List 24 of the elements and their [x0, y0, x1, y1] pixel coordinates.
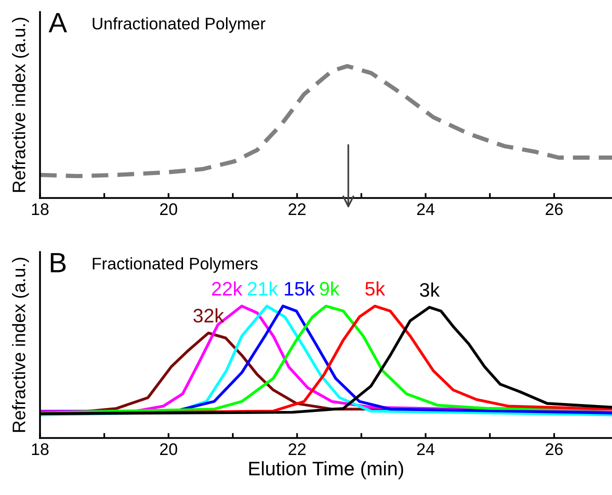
chart-title: Fractionated Polymers: [92, 257, 258, 273]
x-axis-title: Elution Time (min): [249, 461, 404, 480]
x-tick-label: 20: [160, 443, 178, 456]
series-label: 21k: [248, 281, 278, 296]
x-tick-label: 26: [546, 203, 563, 216]
y-axis-title: Refractive index (a.u.): [12, 18, 29, 192]
x-tick-label: 20: [160, 203, 178, 216]
series-label: 3k: [420, 282, 440, 297]
series-label: 9k: [320, 281, 340, 296]
x-tick-label: 24: [417, 443, 434, 455]
y-axis-title: Refractive index (a.u.): [12, 258, 29, 432]
x-tick-label: 24: [417, 203, 434, 215]
x-tick-label: 26: [546, 443, 563, 456]
text: A: [48, 13, 68, 32]
series-label: 22k: [212, 281, 242, 296]
x-tick-label: 22: [288, 443, 306, 455]
series-label: 5k: [365, 281, 386, 296]
chart-title: Unfractionated Polymer: [92, 17, 266, 33]
x-tick-label: 22: [288, 203, 306, 215]
text: B: [50, 253, 66, 272]
series-label: 32k: [193, 308, 224, 323]
series-label: 15k: [284, 281, 315, 296]
x-tick-label: 18: [32, 203, 49, 216]
x-tick-label: 18: [32, 443, 49, 456]
